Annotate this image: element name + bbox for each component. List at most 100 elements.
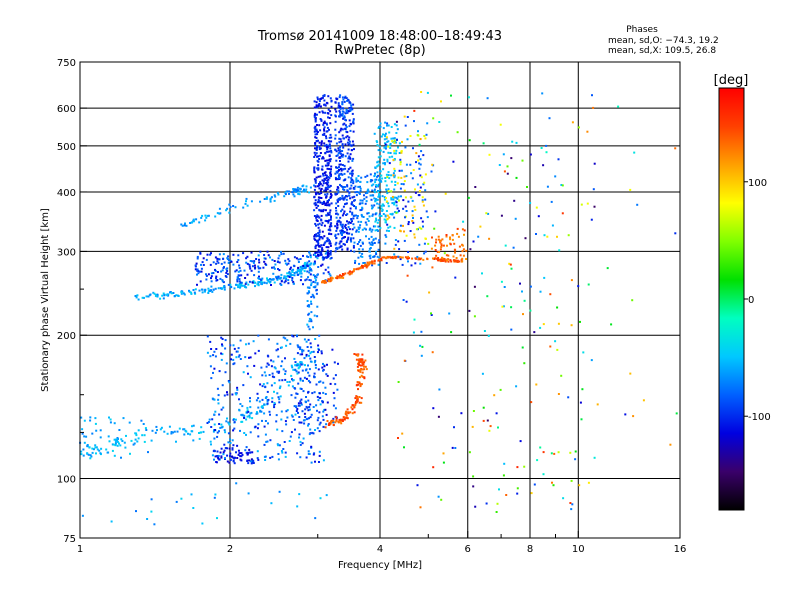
data-point bbox=[296, 372, 299, 375]
data-point bbox=[380, 204, 383, 207]
data-point bbox=[358, 364, 361, 367]
data-point bbox=[347, 272, 350, 275]
data-point bbox=[99, 429, 102, 432]
data-point bbox=[314, 281, 317, 284]
data-point bbox=[402, 199, 405, 202]
data-point bbox=[486, 295, 489, 298]
data-point bbox=[283, 281, 286, 284]
data-point bbox=[235, 269, 238, 272]
data-point bbox=[218, 207, 221, 210]
data-point bbox=[329, 184, 332, 187]
data-point bbox=[398, 199, 400, 202]
data-point bbox=[317, 249, 320, 252]
data-point bbox=[339, 111, 341, 114]
data-point bbox=[322, 362, 324, 365]
data-point bbox=[218, 212, 221, 215]
data-point bbox=[481, 272, 483, 275]
data-point bbox=[224, 371, 227, 374]
data-point bbox=[396, 197, 399, 200]
data-point bbox=[315, 288, 318, 291]
data-point bbox=[336, 227, 339, 230]
data-point bbox=[334, 120, 337, 123]
data-point bbox=[314, 201, 317, 204]
data-point bbox=[294, 188, 297, 191]
data-point bbox=[198, 432, 200, 434]
data-point bbox=[339, 197, 342, 199]
data-point bbox=[352, 119, 355, 122]
data-point bbox=[471, 425, 474, 428]
data-point bbox=[87, 453, 90, 456]
data-point bbox=[338, 219, 341, 222]
data-point bbox=[393, 141, 396, 144]
data-point bbox=[474, 186, 477, 188]
data-point bbox=[228, 381, 231, 384]
data-point bbox=[323, 94, 326, 97]
data-point bbox=[216, 387, 219, 390]
data-point bbox=[369, 227, 372, 230]
data-point bbox=[367, 212, 370, 214]
data-point bbox=[280, 273, 283, 276]
data-point bbox=[370, 230, 373, 233]
data-point bbox=[290, 364, 293, 367]
data-point bbox=[349, 411, 352, 414]
data-point bbox=[481, 372, 484, 375]
data-point bbox=[323, 177, 326, 180]
data-point bbox=[143, 440, 146, 443]
data-point bbox=[287, 262, 290, 265]
data-point bbox=[340, 233, 343, 236]
data-point bbox=[320, 214, 323, 217]
data-point bbox=[399, 187, 402, 190]
data-point bbox=[246, 273, 249, 276]
data-point bbox=[232, 363, 235, 366]
data-point bbox=[341, 186, 344, 188]
data-point bbox=[304, 265, 307, 267]
data-point bbox=[113, 422, 116, 425]
data-point bbox=[486, 419, 489, 422]
x-tick-label: 1 bbox=[77, 544, 83, 555]
data-point bbox=[236, 278, 239, 281]
data-point bbox=[344, 124, 347, 127]
data-point bbox=[522, 313, 524, 316]
data-point bbox=[284, 276, 287, 279]
data-point bbox=[347, 99, 350, 102]
data-point bbox=[269, 200, 272, 203]
data-point bbox=[378, 214, 381, 217]
data-point bbox=[321, 165, 324, 168]
data-point bbox=[335, 110, 338, 113]
data-point bbox=[324, 203, 327, 206]
data-point bbox=[345, 111, 348, 113]
data-point bbox=[230, 358, 232, 361]
data-point bbox=[220, 358, 223, 361]
data-point bbox=[294, 368, 297, 371]
data-point bbox=[360, 401, 363, 404]
data-point bbox=[495, 511, 498, 513]
data-point bbox=[325, 494, 328, 497]
data-point bbox=[329, 122, 332, 125]
data-point bbox=[325, 135, 327, 138]
data-point bbox=[292, 419, 295, 421]
data-point bbox=[331, 277, 334, 280]
data-point bbox=[335, 150, 338, 153]
data-point bbox=[335, 209, 338, 212]
data-point bbox=[251, 417, 254, 420]
data-point bbox=[306, 323, 309, 326]
data-point bbox=[347, 160, 350, 163]
data-point bbox=[398, 248, 401, 251]
data-point bbox=[197, 272, 200, 275]
data-point bbox=[340, 229, 343, 232]
data-point bbox=[257, 254, 260, 257]
data-point bbox=[381, 195, 384, 198]
data-point bbox=[400, 183, 403, 185]
data-point bbox=[315, 193, 317, 196]
data-point bbox=[443, 252, 446, 255]
data-point bbox=[399, 161, 402, 164]
data-point bbox=[330, 216, 332, 219]
data-point bbox=[381, 177, 384, 180]
data-point bbox=[215, 461, 218, 464]
data-point bbox=[307, 450, 310, 453]
data-point bbox=[280, 346, 283, 349]
data-point bbox=[377, 164, 380, 167]
data-point bbox=[311, 431, 314, 434]
data-point bbox=[387, 205, 390, 208]
data-point bbox=[213, 413, 216, 416]
